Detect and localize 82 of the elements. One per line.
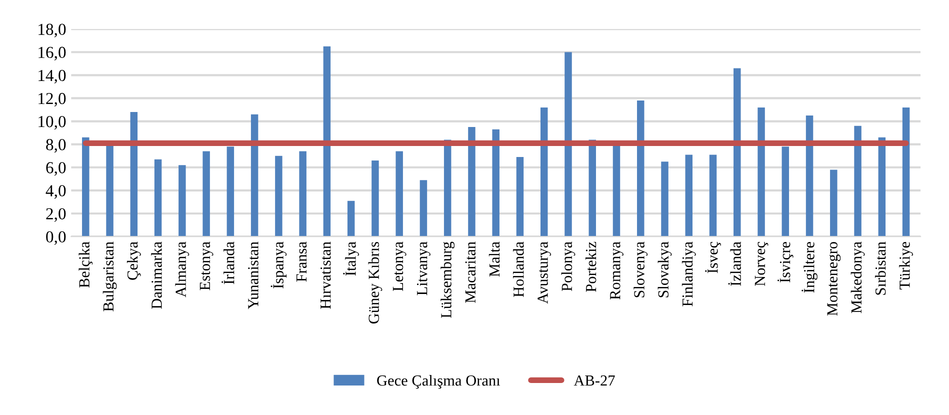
bar (468, 127, 476, 237)
x-tick-label: Slovakya (658, 242, 672, 298)
x-tick-label: Avusturya (538, 242, 552, 304)
bar (299, 151, 306, 237)
y-tick-label: 14,0 (38, 70, 66, 84)
x-tick-label: Çekya (126, 242, 141, 280)
bar (588, 140, 596, 237)
x-tick-label: Makedonya (850, 242, 865, 314)
x-tick-label: Romanya (610, 242, 624, 300)
y-tick-label: 2,0 (46, 208, 66, 222)
bar (275, 156, 282, 237)
x-tick-label: Hollanda (513, 242, 524, 297)
y-tick-label: 12,0 (38, 92, 66, 107)
bar (902, 107, 910, 237)
bar (685, 154, 693, 237)
bar (492, 129, 500, 237)
legend-label: Gece Çalışma Oranı (377, 374, 500, 389)
bar (661, 162, 668, 237)
x-tick-label: Montenegro (827, 242, 841, 316)
bar (758, 107, 765, 237)
x-tick-label: Malta (488, 242, 500, 277)
legend-label: AB-27 (574, 375, 615, 386)
y-tick-label: 0,0 (46, 231, 66, 245)
bar (323, 46, 331, 237)
bar (782, 146, 790, 237)
bar (830, 170, 838, 237)
bar (854, 126, 862, 237)
x-tick-label: İspanya (270, 242, 287, 288)
x-tick-label: Letonya (392, 242, 406, 292)
bar (540, 107, 548, 237)
x-tick-label: İngiltere (802, 242, 818, 293)
bar (420, 180, 428, 237)
bar (806, 116, 814, 237)
bar (106, 145, 114, 237)
x-tick-label: İsviçre (778, 242, 794, 282)
x-tick-label: İrlanda (222, 242, 234, 284)
bar (637, 100, 644, 237)
bar (82, 137, 90, 237)
bar (372, 160, 379, 237)
x-tick-label: Norveç (754, 242, 768, 286)
x-tick-label: Bulgaristan (102, 242, 117, 312)
x-tick-label: Fransa (296, 242, 307, 282)
x-tick-label: Hırvatistan (320, 242, 331, 309)
x-tick-label: Macaritan (465, 242, 476, 303)
x-tick-label: Yunanistan (248, 242, 258, 310)
x-tick-label: Portekiz (585, 242, 596, 292)
y-tick-label: 8,0 (46, 139, 66, 153)
bar (564, 52, 572, 237)
y-tick-label: 16,0 (38, 46, 66, 60)
bar (396, 151, 403, 237)
x-tick-label: Danimarka (151, 242, 162, 309)
bar (612, 145, 620, 237)
bar (250, 114, 258, 237)
x-tick-label: İzlanda (728, 242, 741, 286)
x-tick-label: Türkiye (899, 242, 913, 290)
y-tick-label: 4,0 (46, 185, 66, 199)
x-tick-label: Litvanya (416, 242, 430, 296)
x-tick-label: İsveç (705, 242, 721, 274)
y-tick-label: 10,0 (38, 116, 66, 130)
x-tick-label: Belçika (78, 242, 93, 288)
x-tick-label: Sırbistan (874, 242, 886, 295)
y-tick-label: 18,0 (38, 24, 66, 38)
x-tick-label: Güney Kıbrıs (368, 242, 382, 324)
bar (178, 165, 186, 237)
bar (516, 157, 524, 237)
x-tick-label: Polonya (561, 242, 576, 292)
bar (878, 137, 886, 237)
x-tick-label: Finlandiya (682, 242, 696, 306)
bar (734, 68, 741, 237)
x-tick-label: Slovenya (634, 242, 648, 298)
x-tick-label: Estonya (200, 242, 214, 290)
bar (444, 140, 452, 237)
x-tick-label: İtalya (343, 242, 360, 276)
bar (226, 146, 234, 237)
bar (130, 112, 138, 237)
bar (347, 200, 355, 237)
x-tick-label: Almanya (175, 242, 190, 298)
y-tick-label: 6,0 (46, 162, 66, 176)
x-tick-label: Lüksemburg (440, 242, 455, 318)
bar (709, 154, 717, 237)
bar (154, 159, 162, 237)
bar (202, 151, 210, 237)
